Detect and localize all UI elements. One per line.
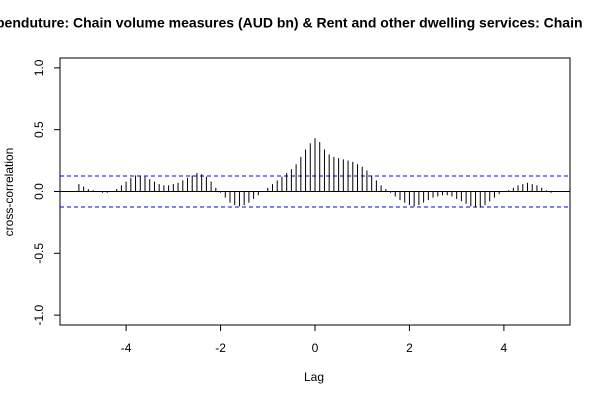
x-tick-label: -2 [215, 341, 226, 355]
y-tick-label: 1.0 [32, 59, 46, 76]
y-axis-label: cross-correlation [2, 148, 16, 237]
x-tick-label: 0 [312, 341, 319, 355]
chart-title: penduture: Chain volume measures (AUD bn… [0, 15, 583, 31]
x-tick-label: -4 [121, 341, 132, 355]
y-tick-label: 0.0 [32, 183, 46, 200]
y-tick-label: 0.5 [32, 121, 46, 138]
x-tick-label: 4 [501, 341, 508, 355]
y-tick-label: -0.5 [32, 243, 46, 264]
x-axis-label: Lag [304, 370, 324, 384]
x-tick-label: 2 [406, 341, 413, 355]
y-tick-label: -1.0 [32, 304, 46, 325]
